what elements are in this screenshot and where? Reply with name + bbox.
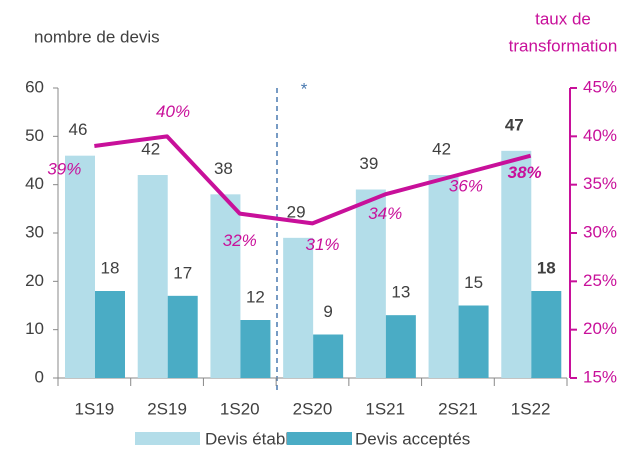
bar-label: 42	[432, 139, 451, 158]
bar-label: 13	[391, 283, 410, 302]
bar-label: 47	[505, 115, 524, 134]
x-tick-label: 1S20	[220, 399, 260, 418]
line-label: 34%	[368, 204, 402, 223]
y2-axis-label: transformation	[509, 36, 618, 55]
bar	[385, 315, 416, 378]
y-tick-label: 40	[25, 174, 44, 193]
line-label: 40%	[156, 102, 190, 121]
line-label: 32%	[223, 231, 257, 250]
x-tick-label: 2S21	[438, 399, 478, 418]
bar	[355, 189, 386, 378]
y2-tick-label: 20%	[583, 319, 617, 338]
line-label: 31%	[305, 235, 339, 254]
bar-label: 12	[246, 287, 265, 306]
bar	[65, 155, 95, 378]
bar	[240, 320, 271, 378]
line	[94, 134, 532, 226]
bar	[137, 175, 168, 378]
x-tick-label: 2S19	[147, 399, 187, 418]
legend-swatch	[287, 432, 352, 445]
bar	[531, 291, 562, 378]
bar	[210, 194, 241, 378]
bar-label: 29	[287, 202, 306, 221]
bar-label: 17	[173, 263, 192, 282]
legend-swatch	[135, 432, 200, 445]
bar	[428, 175, 459, 378]
x-tick-label: 1S21	[365, 399, 405, 418]
bar-label: 15	[464, 273, 483, 292]
x-tick-label: 1S22	[511, 399, 551, 418]
legend-label: Devis établis	[205, 429, 301, 448]
x-tick-label: 1S19	[75, 399, 115, 418]
y2-tick-label: 30%	[583, 222, 617, 241]
bar-label: 42	[141, 139, 160, 158]
y2-tick-label: 35%	[583, 174, 617, 193]
annotation: *	[301, 79, 308, 98]
bar	[167, 295, 198, 378]
y-tick-label: 30	[25, 222, 44, 241]
bar	[313, 334, 344, 378]
bar-label: 39	[359, 154, 378, 173]
bar-label: 18	[101, 258, 120, 277]
y2-axis-label: taux de	[535, 9, 591, 28]
bar	[501, 150, 532, 378]
y-tick-label: 0	[35, 367, 44, 386]
bar-label: 9	[323, 302, 332, 321]
y2-tick-label: 45%	[583, 77, 617, 96]
y2-tick-label: 25%	[583, 271, 617, 290]
line-label: 36%	[449, 176, 483, 195]
y-tick-label: 50	[25, 126, 44, 145]
y-axis-label: nombre de devis	[34, 27, 160, 46]
bar	[95, 291, 125, 378]
y2-tick-label: 40%	[583, 126, 617, 145]
line-label: 38%	[508, 163, 542, 182]
bar-label: 18	[537, 258, 556, 277]
y-tick-label: 20	[25, 271, 44, 290]
bar-label: 46	[69, 120, 88, 139]
y-tick-label: 60	[25, 77, 44, 96]
y-tick-label: 10	[25, 319, 44, 338]
y2-tick-label: 15%	[583, 367, 617, 386]
bar	[458, 305, 489, 378]
line-label: 39%	[47, 159, 81, 178]
bar-label: 38	[214, 159, 233, 178]
x-tick-label: 2S20	[293, 399, 333, 418]
legend-label: Devis acceptés	[355, 429, 470, 448]
bar	[283, 237, 314, 378]
